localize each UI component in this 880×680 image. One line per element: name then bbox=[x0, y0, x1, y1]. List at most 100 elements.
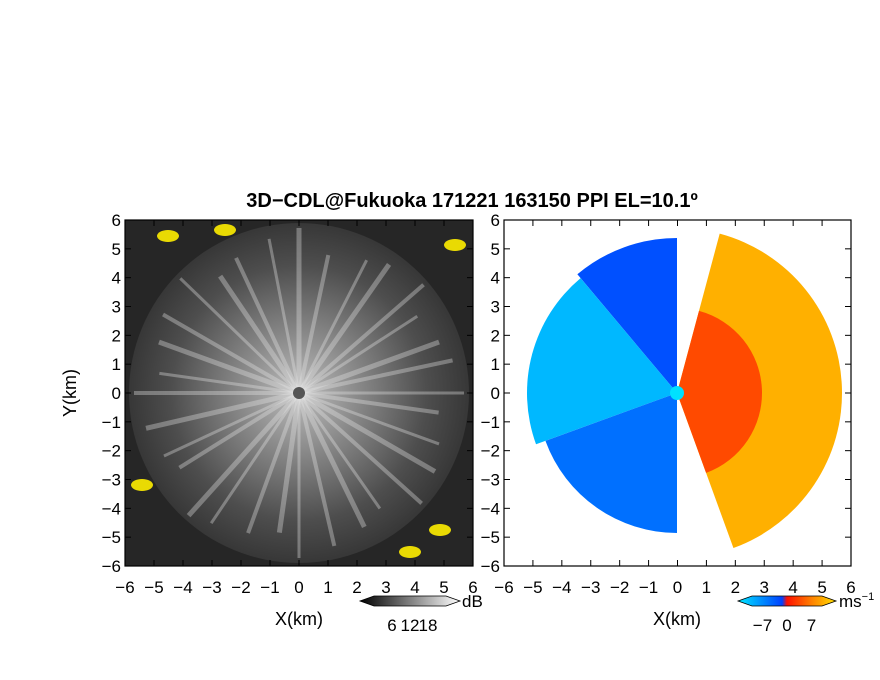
y-tick-label: −1 bbox=[102, 413, 121, 432]
x-tick-label: −2 bbox=[231, 578, 250, 597]
y-tick-label: 5 bbox=[112, 240, 121, 259]
x-tick-label: 1 bbox=[323, 578, 332, 597]
clutter-echo bbox=[131, 479, 153, 491]
right-y-tick-labels: 6 5 4 3 2 1 0 −1 −2 −3 −4 −5 −6 bbox=[481, 211, 500, 576]
reflectivity-ray bbox=[158, 339, 300, 396]
reflectivity-rays bbox=[134, 228, 464, 558]
db-colorbar-ticks: 6 12 18 bbox=[387, 616, 437, 635]
reflectivity-ray bbox=[179, 277, 301, 395]
reflectivity-ray bbox=[296, 391, 367, 529]
velocity-colorbar-gradient bbox=[736, 595, 838, 607]
reflectivity-ray bbox=[218, 274, 302, 395]
db-tick-label: 6 bbox=[387, 616, 396, 635]
velocity-tick-label: 0 bbox=[782, 616, 791, 635]
db-tick-label: 12 bbox=[401, 616, 420, 635]
y-tick-label: −3 bbox=[481, 471, 500, 490]
left-y-axis-label: Y(km) bbox=[60, 369, 80, 417]
right-axis-ticks bbox=[503, 219, 852, 567]
clutter-echo bbox=[399, 546, 421, 558]
y-tick-label: −1 bbox=[481, 413, 500, 432]
right-x-axis-label: X(km) bbox=[653, 609, 701, 629]
radar-site-marker-velocity bbox=[670, 386, 684, 400]
reflectivity-ray bbox=[276, 392, 302, 533]
x-tick-label: 5 bbox=[817, 578, 826, 597]
y-tick-label: 4 bbox=[112, 269, 121, 288]
reflectivity-ray bbox=[297, 392, 382, 510]
left-axis-ticks bbox=[124, 219, 474, 567]
x-tick-label: 0 bbox=[294, 578, 303, 597]
velocity-echo-fans bbox=[527, 233, 842, 549]
reflectivity-ray bbox=[297, 392, 337, 547]
x-tick-label: 6 bbox=[468, 578, 477, 597]
x-tick-label: 3 bbox=[760, 578, 769, 597]
velocity-unit-exponent: −1 bbox=[862, 591, 875, 603]
reflectivity-colorbar: 6 12 18 dB bbox=[358, 592, 483, 635]
velocity-tick-label: 7 bbox=[807, 616, 816, 635]
y-tick-label: 1 bbox=[112, 355, 121, 374]
y-tick-label: 3 bbox=[491, 298, 500, 317]
y-tick-label: −5 bbox=[102, 528, 121, 547]
velocity-unit: ms bbox=[839, 592, 862, 611]
reflectivity-ray bbox=[298, 339, 440, 396]
right-x-tick-labels: −6 −5 −4 −3 −2 −1 0 1 2 3 4 5 6 bbox=[494, 578, 855, 597]
reflectivity-ray bbox=[159, 371, 300, 395]
x-tick-label: −6 bbox=[115, 578, 134, 597]
reflectivity-ray bbox=[298, 358, 453, 395]
x-tick-label: −2 bbox=[610, 578, 629, 597]
velocity-unit-label: ms−1 bbox=[839, 591, 874, 611]
reflectivity-ray bbox=[145, 390, 300, 431]
velocity-colorbar-ticks: −7 0 7 bbox=[753, 616, 816, 635]
y-tick-label: −5 bbox=[481, 528, 500, 547]
y-tick-label: 5 bbox=[491, 240, 500, 259]
radar-site-marker bbox=[293, 387, 305, 399]
left-x-tick-labels: −6 −5 −4 −3 −2 −1 0 1 2 3 4 5 6 bbox=[115, 578, 477, 597]
clutter-echoes bbox=[131, 224, 466, 558]
x-tick-label: −3 bbox=[581, 578, 600, 597]
reflectivity-ray bbox=[296, 262, 392, 395]
x-tick-label: −4 bbox=[552, 578, 571, 597]
y-tick-label: −3 bbox=[102, 471, 121, 490]
y-tick-label: −2 bbox=[481, 442, 500, 461]
left-x-axis-label: X(km) bbox=[275, 609, 323, 629]
velocity-approaching-south bbox=[545, 393, 677, 533]
reflectivity-ray bbox=[234, 257, 301, 394]
reflectivity-panel: −6 −5 −4 −3 −2 −1 0 1 2 3 4 5 6 6543210−1−2−3−4−5−6 … bbox=[60, 211, 478, 629]
y-tick-label: −4 bbox=[102, 499, 121, 518]
reflectivity-ray bbox=[209, 392, 301, 524]
velocity-tick-label: −7 bbox=[753, 616, 772, 635]
y-tick-label: 6 bbox=[112, 211, 121, 230]
x-tick-label: −1 bbox=[639, 578, 658, 597]
clutter-echo bbox=[429, 524, 451, 536]
clutter-echo bbox=[157, 230, 179, 242]
left-y-tick-labels: 6 5 4 3 2 1 0 −1 −2 −3 −4 −5 −6 bbox=[102, 211, 121, 576]
reflectivity-ray bbox=[298, 391, 439, 415]
x-tick-label: 3 bbox=[381, 578, 390, 597]
x-tick-label: −5 bbox=[523, 578, 542, 597]
y-tick-label: 1 bbox=[491, 355, 500, 374]
y-tick-label: 2 bbox=[491, 326, 500, 345]
reflectivity-ray bbox=[163, 391, 300, 458]
reflectivity-ray bbox=[297, 283, 425, 395]
y-tick-label: −4 bbox=[481, 499, 500, 518]
reflectivity-ray bbox=[186, 391, 301, 518]
x-tick-label: 6 bbox=[846, 578, 855, 597]
velocity-approaching-west bbox=[527, 278, 677, 445]
x-tick-label: 4 bbox=[788, 578, 797, 597]
y-tick-label: 2 bbox=[112, 326, 121, 345]
x-tick-label: 2 bbox=[352, 578, 361, 597]
db-tick-label: 18 bbox=[419, 616, 438, 635]
y-tick-label: −6 bbox=[481, 557, 500, 576]
x-tick-label: −3 bbox=[202, 578, 221, 597]
x-tick-label: −5 bbox=[144, 578, 163, 597]
reflectivity-ray bbox=[162, 312, 301, 395]
y-tick-label: 0 bbox=[112, 384, 121, 403]
x-tick-label: −4 bbox=[173, 578, 192, 597]
db-colorbar-gradient bbox=[358, 595, 462, 607]
reflectivity-ray bbox=[298, 391, 440, 446]
y-tick-label: −6 bbox=[102, 557, 121, 576]
x-tick-label: 0 bbox=[673, 578, 682, 597]
velocity-panel: −6 −5 −4 −3 −2 −1 0 1 2 3 4 5 6 6543210−1−2−3−4−5−6 … bbox=[481, 211, 856, 629]
y-tick-label: 0 bbox=[491, 384, 500, 403]
figure-title: 3D−CDL@Fukuoka 171221 163150 PPI EL=10.1… bbox=[246, 190, 698, 212]
